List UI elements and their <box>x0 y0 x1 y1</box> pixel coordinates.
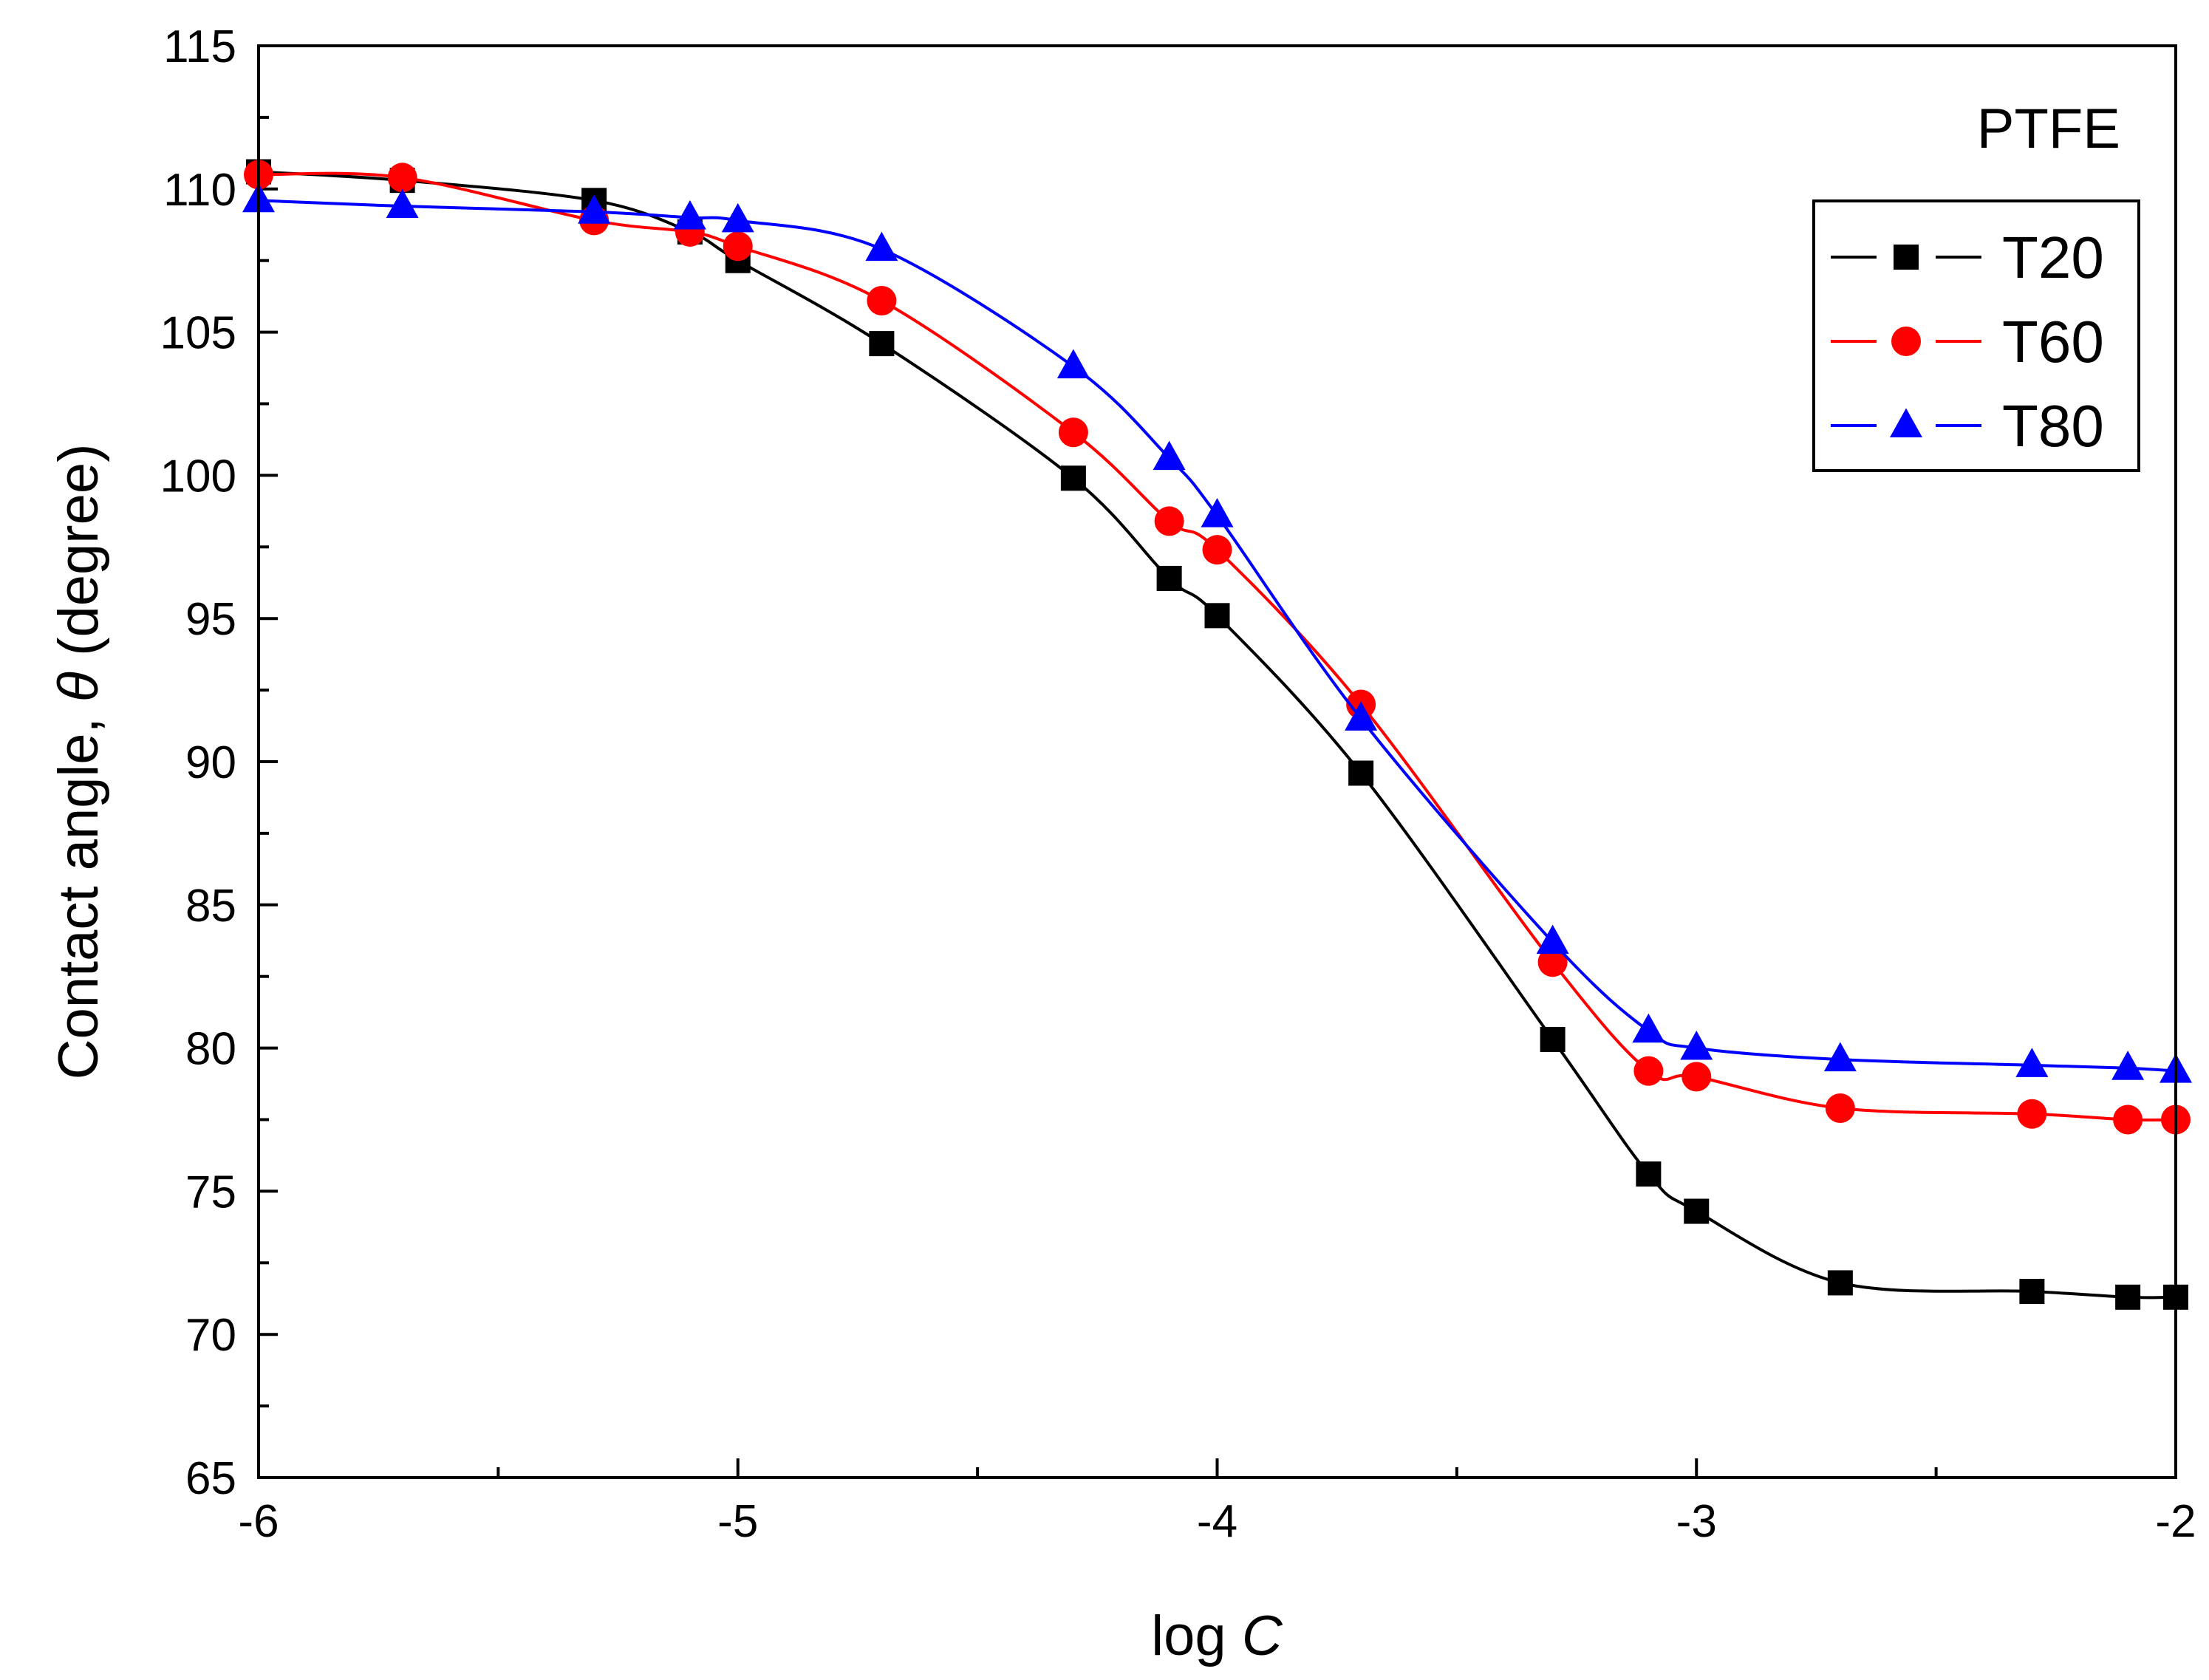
data-point-T60 <box>1154 506 1184 536</box>
data-point-T60 <box>2017 1099 2047 1129</box>
legend-item-T20: T20 <box>1831 225 2104 290</box>
data-point-T80 <box>1201 498 1234 527</box>
data-point-T60 <box>1537 947 1568 977</box>
data-point-T80 <box>1345 701 1378 731</box>
data-point-T80 <box>673 200 706 230</box>
data-point-T20 <box>2019 1279 2045 1305</box>
x-axis-var: C <box>1242 1605 1283 1667</box>
data-point-T60 <box>1202 535 1232 565</box>
x-axis-title: log C <box>1151 1605 1283 1667</box>
y-tick-label: 65 <box>185 1453 236 1504</box>
legend-label: T20 <box>2002 225 2104 290</box>
data-point-T20 <box>1684 1198 1710 1224</box>
data-point-T80 <box>1823 1042 1857 1072</box>
y-tick-label: 95 <box>185 594 236 645</box>
data-point-T20 <box>2115 1284 2141 1310</box>
data-point-T80 <box>578 194 611 224</box>
y-tick-label: 80 <box>185 1024 236 1075</box>
legend-marker <box>1890 408 1922 437</box>
legend-label: T60 <box>2002 309 2104 375</box>
y-tick-label: 110 <box>163 165 236 216</box>
plot-frame <box>257 44 2177 1479</box>
x-tick-label: -6 <box>238 1496 279 1547</box>
data-point-T80 <box>2111 1051 2145 1080</box>
legend-item-T80: T80 <box>1831 393 2104 459</box>
y-tick-label: 115 <box>163 21 236 72</box>
y-axis-title: Contact angle, θ (degree) <box>47 444 110 1080</box>
data-point-T80 <box>1632 1013 1665 1043</box>
data-point-T80 <box>721 202 754 233</box>
legend-label: T80 <box>2002 393 2104 459</box>
x-tick-label: -3 <box>1676 1496 1717 1547</box>
data-point-T60 <box>1681 1062 1712 1092</box>
y-tick-label: 90 <box>185 737 236 788</box>
data-point-T20 <box>869 331 895 357</box>
data-point-T20 <box>1348 760 1374 786</box>
legend-marker <box>1894 245 1919 270</box>
legend-item-T60: T60 <box>1831 309 2104 375</box>
data-point-T60 <box>2113 1104 2143 1135</box>
data-point-T80 <box>865 231 898 262</box>
data-point-T20 <box>1204 603 1230 629</box>
tick-labels: -6 -5 -4 -3 -2 65 70 75 80 85 90 95 100 105 110 115 <box>160 21 2196 1547</box>
y-axis-var: θ <box>47 672 110 702</box>
x-tick-label: -5 <box>717 1496 758 1547</box>
legend: T20 T60 T80 <box>1812 199 2140 472</box>
data-point-T60 <box>1633 1056 1664 1086</box>
data-point-T80 <box>386 188 419 219</box>
data-point-T60 <box>1058 417 1088 448</box>
legend-marker <box>1891 327 1921 356</box>
data-point-T20 <box>1636 1161 1662 1187</box>
y-tick-label: 85 <box>185 881 236 932</box>
series-layer <box>242 159 2192 1310</box>
data-point-T60 <box>1825 1093 1855 1123</box>
data-point-T20 <box>1156 565 1182 591</box>
data-point-T80 <box>1680 1031 1713 1060</box>
data-point-T80 <box>1153 440 1186 471</box>
data-point-T60 <box>867 285 897 315</box>
data-point-T20 <box>1060 465 1086 491</box>
x-tick-label: -4 <box>1197 1496 1237 1547</box>
data-point-T60 <box>723 231 753 262</box>
data-point-T80 <box>1536 924 1569 955</box>
y-tick-label: 100 <box>160 451 236 502</box>
y-tick-label: 105 <box>160 308 236 359</box>
data-point-T20 <box>1540 1026 1566 1052</box>
y-tick-label: 70 <box>185 1310 236 1361</box>
data-point-T80 <box>1056 349 1090 379</box>
data-point-T20 <box>1827 1270 1853 1296</box>
data-point-T80 <box>2015 1048 2049 1077</box>
material-annotation: PTFE <box>1977 98 2120 160</box>
data-point-T60 <box>387 163 417 193</box>
y-tick-label: 75 <box>185 1167 236 1218</box>
x-tick-label: -2 <box>2155 1496 2196 1547</box>
